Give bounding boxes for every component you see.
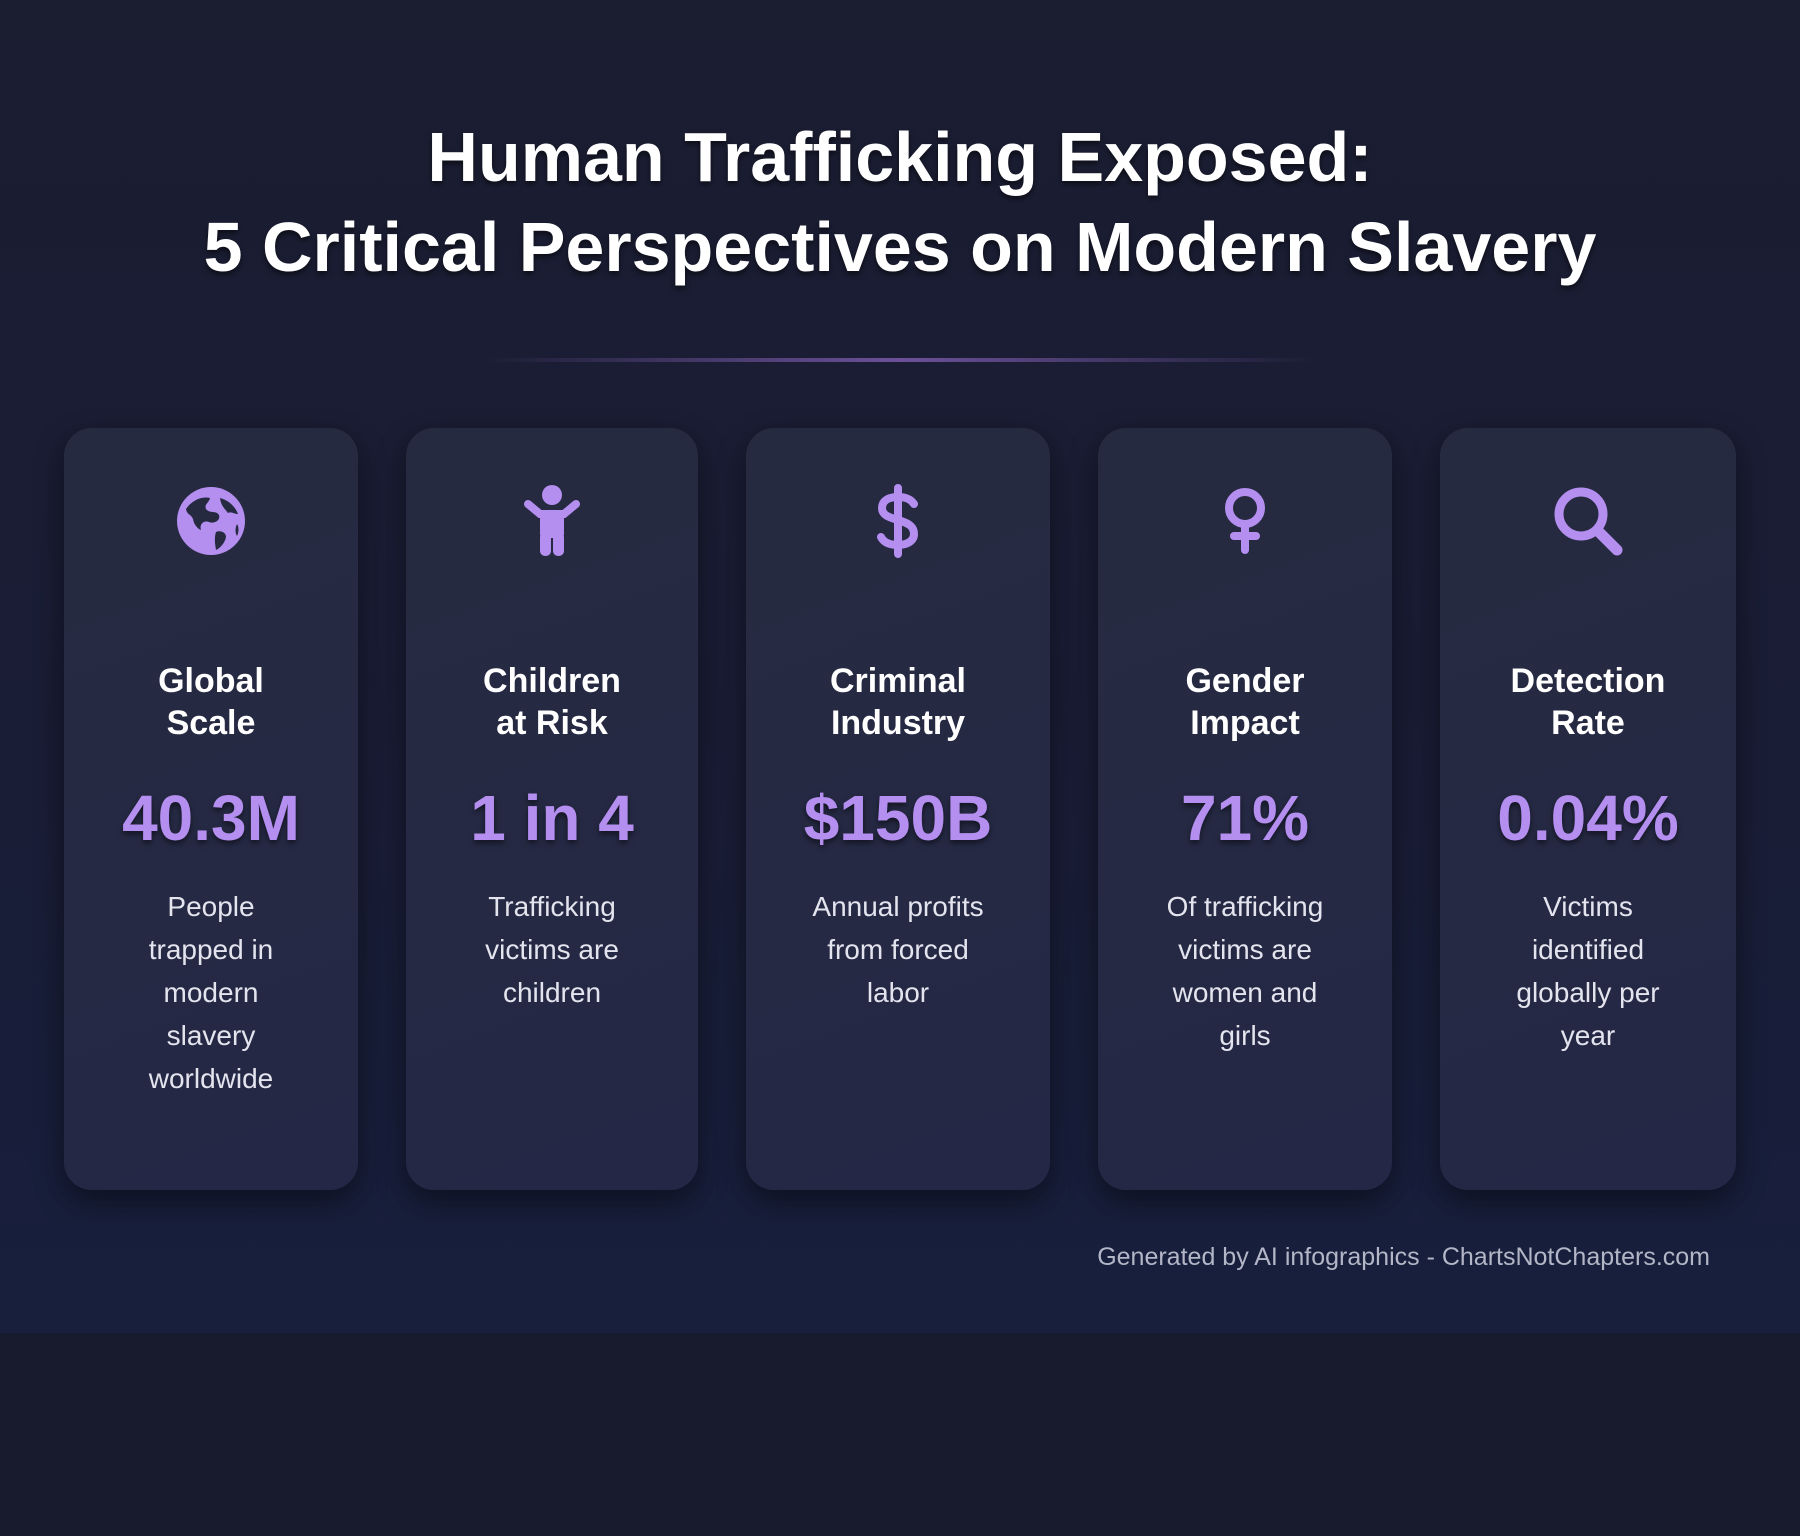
stat-card-detection-rate: Detection Rate 0.04% Victims identified … (1440, 428, 1736, 1190)
dollar-icon (746, 482, 1050, 560)
card-description-line: trapped in (148, 934, 274, 965)
card-description-line: victims are (485, 934, 619, 965)
title-divider (480, 358, 1320, 362)
card-description-line: Annual profits (812, 891, 984, 922)
card-label-line: Impact (1190, 704, 1300, 742)
child-icon (406, 482, 698, 560)
stat-card-criminal-industry: Criminal Industry $150B Annual profits f… (746, 428, 1050, 1190)
stat-card-children-at-risk: Children at Risk 1 in 4 Trafficking vict… (406, 428, 698, 1190)
card-label: Children at Risk (406, 660, 698, 744)
title-line-2: 5 Critical Perspectives on Modern Slaver… (203, 208, 1597, 286)
globe-icon (64, 482, 358, 560)
card-label-line: Gender (1185, 662, 1305, 700)
card-value: 71% (1180, 782, 1310, 854)
card-description-line: Victims (1543, 891, 1633, 922)
card-description-line: children (502, 977, 602, 1008)
search-icon (1440, 482, 1736, 560)
card-label-line: Criminal (829, 662, 967, 700)
card-label-line: at Risk (496, 704, 608, 742)
card-description-line: slavery (166, 1020, 256, 1051)
stat-cards: Global Scale 40.3M People trapped in mod… (0, 428, 1800, 1190)
card-description-line: worldwide (148, 1063, 274, 1094)
card-description: Victims identified globally per year (1440, 885, 1736, 1057)
card-label: Detection Rate (1440, 660, 1736, 744)
card-description-line: year (1560, 1020, 1616, 1051)
card-description-line: Trafficking (488, 891, 616, 922)
card-label: Global Scale (64, 660, 358, 744)
card-label-line: Scale (166, 704, 256, 742)
card-description-line: modern (163, 977, 259, 1008)
card-label-line: Children (483, 662, 621, 700)
card-description: Of trafficking victims are women and gir… (1098, 885, 1392, 1057)
footer-credit: Generated by AI infographics - ChartsNot… (1097, 1243, 1710, 1271)
card-description: People trapped in modern slavery worldwi… (64, 885, 358, 1100)
card-description-line: globally per (1516, 977, 1660, 1008)
card-description-line: labor (866, 977, 930, 1008)
card-label-line: Global (158, 662, 264, 700)
card-description-line: People (167, 891, 255, 922)
card-label-line: Rate (1551, 704, 1625, 742)
title-line-1: Human Trafficking Exposed: (427, 118, 1373, 196)
card-label: Criminal Industry (746, 660, 1050, 744)
card-value: $150B (803, 782, 993, 854)
card-description-line: victims are (1178, 934, 1312, 965)
card-value: 0.04% (1497, 782, 1679, 854)
card-description-line: Of trafficking (1166, 891, 1324, 922)
page-title: Human Trafficking Exposed: 5 Critical Pe… (0, 112, 1800, 292)
card-label-line: Industry (830, 704, 966, 742)
card-description-line: from forced (827, 934, 969, 965)
female-symbol-icon (1098, 482, 1392, 560)
stat-card-gender-impact: Gender Impact 71% Of trafficking victims… (1098, 428, 1392, 1190)
card-description-line: identified (1531, 934, 1645, 965)
card-description-line: girls (1219, 1020, 1271, 1051)
stat-card-global-scale: Global Scale 40.3M People trapped in mod… (64, 428, 358, 1190)
card-description: Annual profits from forced labor (746, 885, 1050, 1014)
card-value: 40.3M (122, 782, 300, 854)
card-value: 1 in 4 (470, 782, 634, 854)
card-label: Gender Impact (1098, 660, 1392, 744)
card-description: Trafficking victims are children (406, 885, 698, 1014)
card-description-line: women and (1172, 977, 1318, 1008)
infographic-panel: Human Trafficking Exposed: 5 Critical Pe… (0, 0, 1800, 1333)
card-label-line: Detection (1510, 662, 1666, 700)
